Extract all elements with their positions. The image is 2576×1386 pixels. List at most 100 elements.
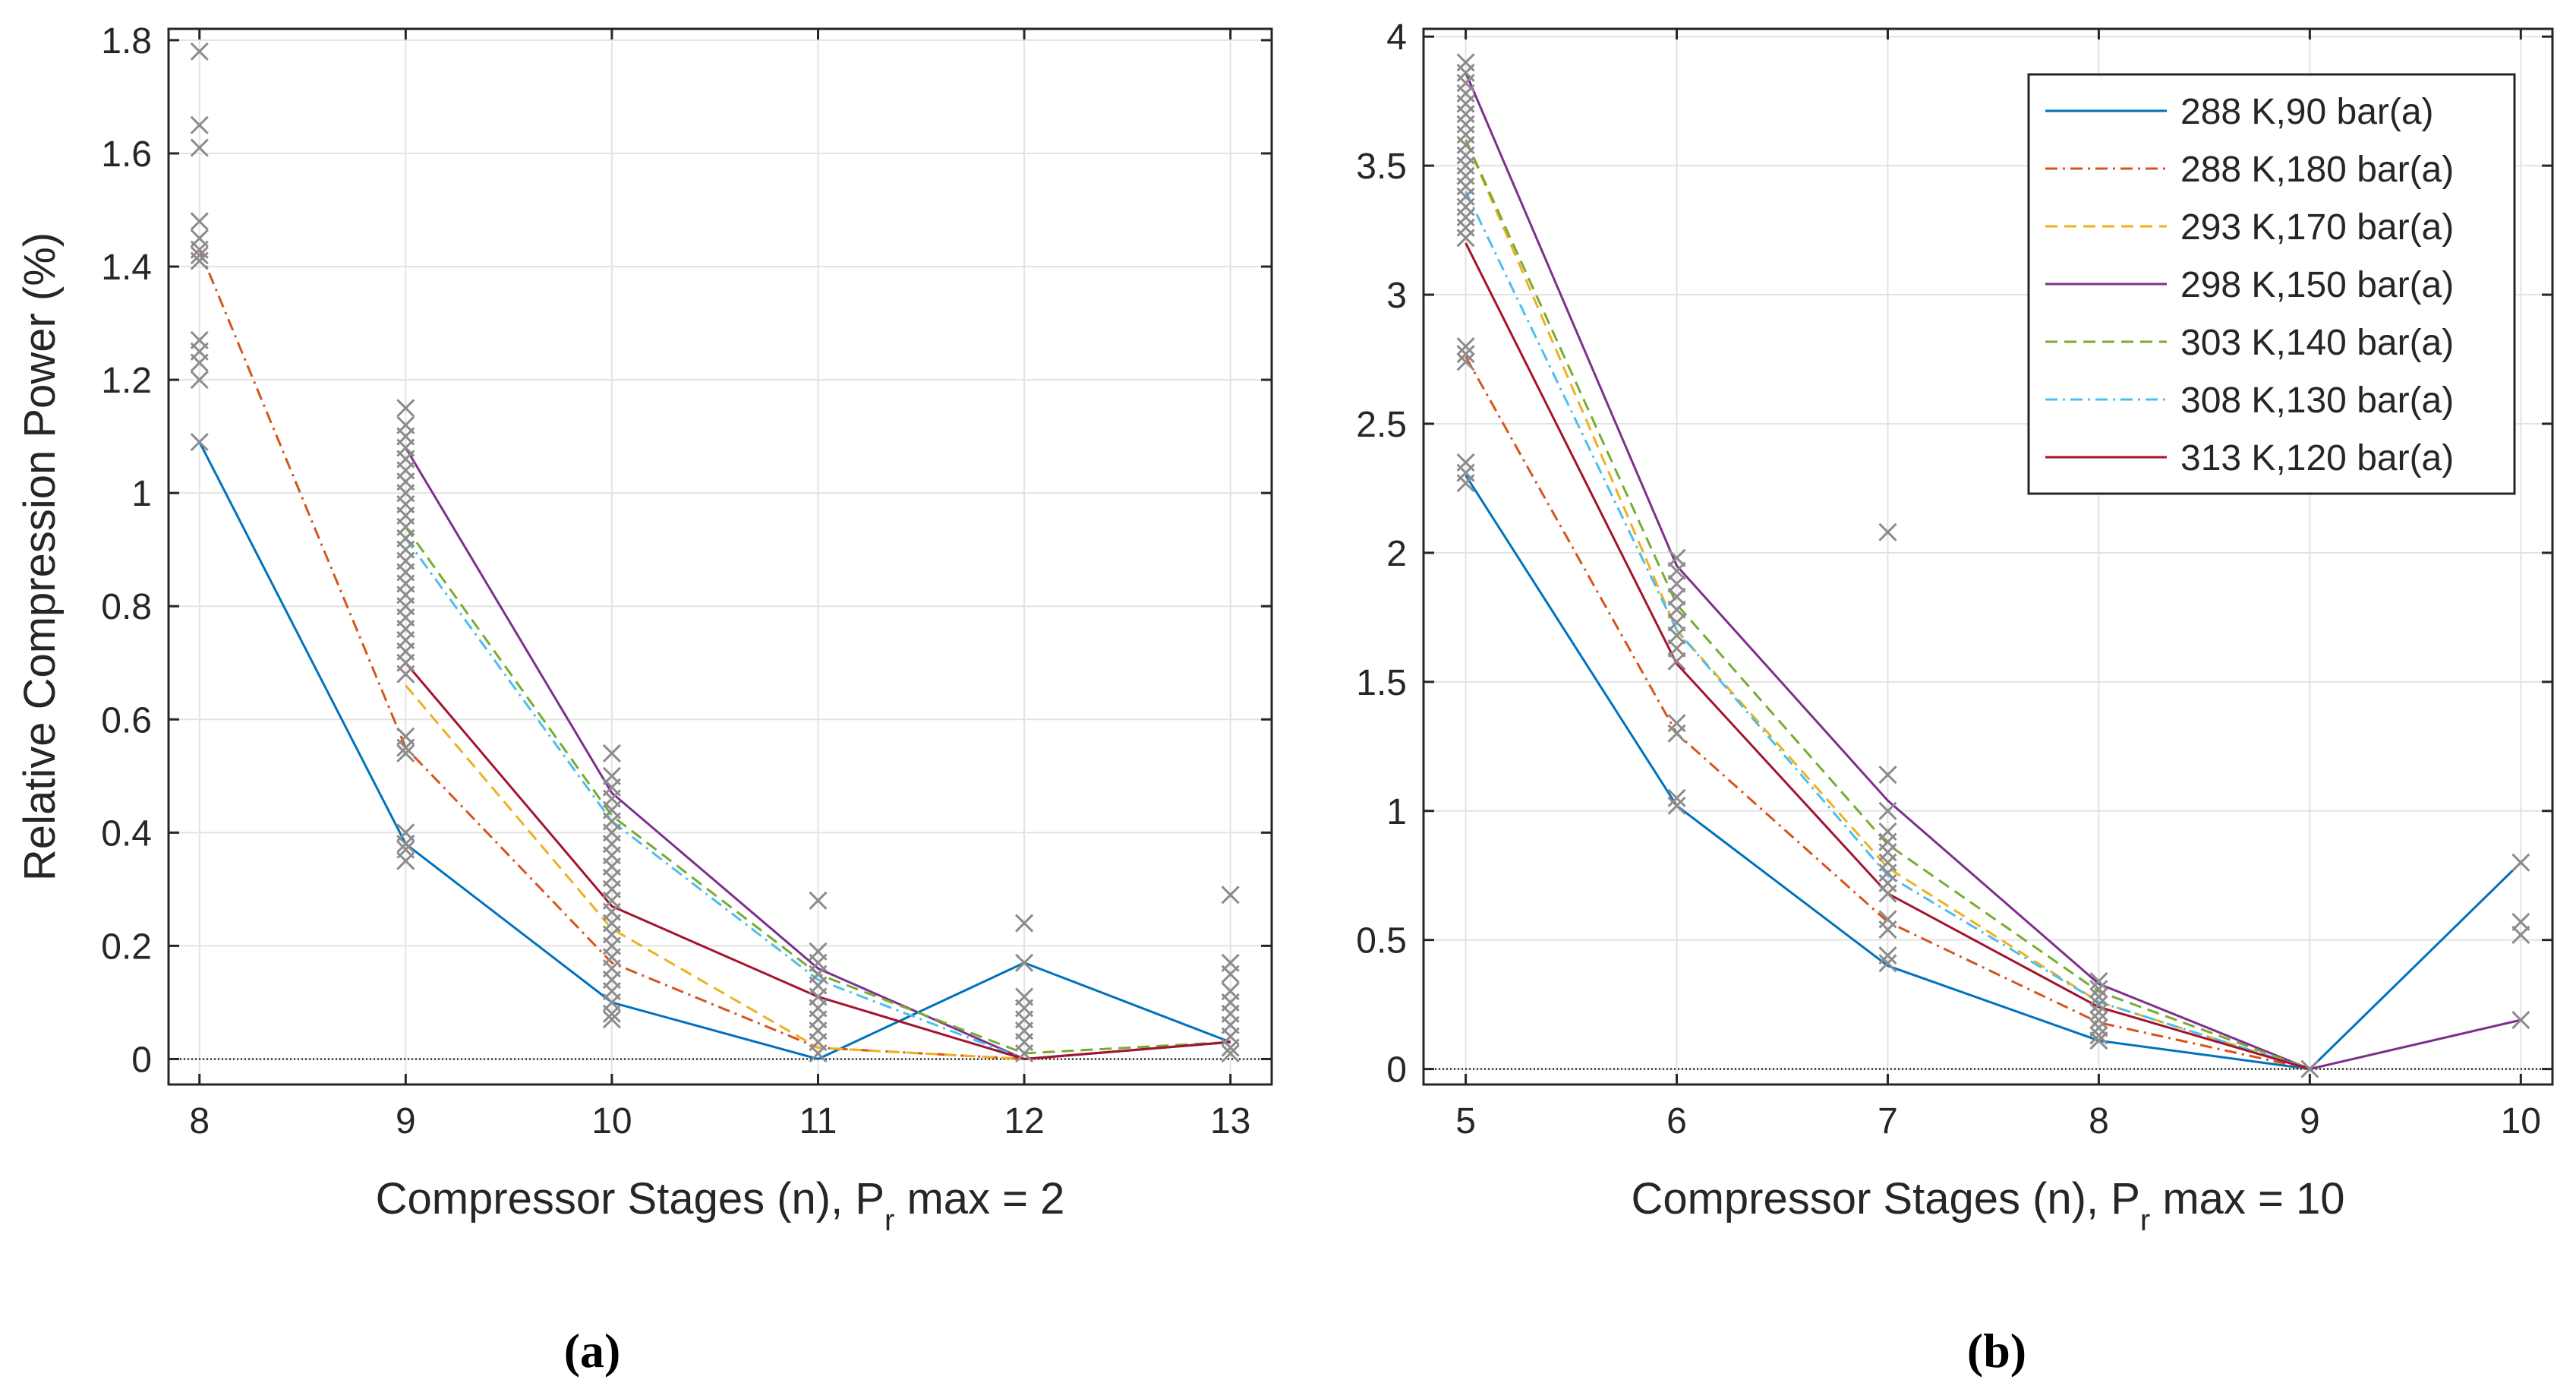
x-tick-label: 9 bbox=[396, 1101, 416, 1141]
y-tick-label: 0.8 bbox=[101, 587, 152, 627]
y-tick-label: 1.6 bbox=[101, 134, 152, 175]
data-marker bbox=[1015, 1043, 1034, 1063]
x-tick-label: 10 bbox=[591, 1101, 632, 1141]
x-tick-label: 12 bbox=[1004, 1101, 1044, 1141]
data-marker bbox=[2511, 912, 2530, 931]
x-axis-label-main: Compressor Stages (n), P bbox=[376, 1174, 884, 1223]
x-tick-label: 8 bbox=[189, 1101, 210, 1141]
x-tick-label: 9 bbox=[2300, 1101, 2320, 1141]
y-tick-label: 3.5 bbox=[1356, 147, 1407, 187]
x-tick-label: 6 bbox=[1666, 1101, 1687, 1141]
axes-box bbox=[1422, 27, 2554, 1086]
y-tick-label: 1.8 bbox=[101, 21, 152, 62]
data-marker bbox=[2511, 1010, 2530, 1030]
data-marker bbox=[1878, 954, 1897, 973]
y-tick-label: 1.5 bbox=[1356, 663, 1407, 703]
axes-box bbox=[167, 27, 1273, 1086]
legend-label-6: 308 K,130 bar(a) bbox=[2180, 380, 2454, 421]
data-marker bbox=[1456, 336, 1475, 356]
data-marker bbox=[1667, 626, 1686, 645]
x-tick-label: 10 bbox=[2501, 1101, 2541, 1141]
data-marker bbox=[2511, 853, 2530, 872]
chart-a: 8 9 10 11 12 13 0 0.2 0.4 0.6 0.8 1 1.2 1.4 1.6 1.8 Comp… bbox=[15, 21, 1273, 1378]
y-axis-label: Relative Compression Power (%) bbox=[15, 232, 65, 881]
data-marker bbox=[1878, 801, 1897, 820]
data-marker bbox=[396, 399, 415, 418]
y-tick-label: 0.5 bbox=[1356, 921, 1407, 961]
x-axis-label: Compressor Stages (n), Pr max = 10 bbox=[1631, 1174, 2344, 1237]
y-tick-label: 1.4 bbox=[101, 248, 152, 288]
x-axis-label-tail: max = 10 bbox=[2150, 1174, 2344, 1223]
x-tick-label: 7 bbox=[1878, 1101, 1898, 1141]
data-marker bbox=[1878, 766, 1897, 785]
data-marker bbox=[602, 1004, 621, 1023]
data-marker bbox=[2089, 1018, 2108, 1037]
legend-label-1: 288 K,90 bar(a) bbox=[2180, 92, 2434, 132]
data-marker bbox=[1456, 352, 1475, 371]
data-marker bbox=[2089, 987, 2108, 1006]
data-marker bbox=[602, 744, 621, 763]
data-marker bbox=[190, 246, 209, 265]
data-marker bbox=[396, 835, 415, 854]
data-marker bbox=[809, 891, 828, 910]
data-marker bbox=[1221, 965, 1240, 983]
data-marker bbox=[1667, 600, 1686, 619]
data-marker bbox=[2089, 1026, 2108, 1045]
panel-label-b: (b) bbox=[1967, 1324, 2026, 1378]
data-marker bbox=[1667, 587, 1686, 606]
legend: 288 K,90 bar(a) 288 K,180 bar(a) 293 K,170… bbox=[2027, 73, 2516, 495]
data-marker bbox=[190, 212, 209, 231]
x-axis-label-main: Compressor Stages (n), P bbox=[1631, 1174, 2139, 1223]
data-marker bbox=[190, 251, 209, 270]
x-tick-label: 13 bbox=[1210, 1101, 1250, 1141]
data-marker bbox=[1667, 613, 1686, 632]
data-marker bbox=[809, 1043, 828, 1063]
data-marker bbox=[1221, 1043, 1240, 1063]
data-marker bbox=[1015, 914, 1034, 933]
data-marker bbox=[1667, 574, 1686, 593]
data-marker bbox=[2089, 980, 2108, 999]
x-tick-label: 8 bbox=[2089, 1101, 2109, 1141]
data-marker bbox=[1456, 229, 1475, 248]
data-marker bbox=[396, 851, 415, 870]
y-tick-label: 0 bbox=[131, 1040, 152, 1080]
data-marker bbox=[2089, 1010, 2108, 1030]
y-tick-label: 0.2 bbox=[101, 927, 152, 967]
y-tick-label: 0 bbox=[1386, 1050, 1407, 1091]
series-line-6 bbox=[1465, 191, 2310, 1071]
y-tick-label: 4 bbox=[1386, 17, 1407, 58]
series-line-6 bbox=[405, 537, 1231, 1060]
data-marker bbox=[1878, 946, 1897, 965]
legend-label-2: 288 K,180 bar(a) bbox=[2180, 150, 2454, 190]
legend-label-3: 293 K,170 bar(a) bbox=[2180, 207, 2454, 248]
data-marker bbox=[190, 371, 209, 390]
data-marker bbox=[1221, 1038, 1240, 1057]
data-marker bbox=[190, 353, 209, 372]
data-marker bbox=[396, 744, 415, 763]
data-marker bbox=[1878, 920, 1897, 939]
x-axis-label-sub: r bbox=[2140, 1204, 2150, 1237]
data-marker bbox=[1667, 639, 1686, 658]
data-marker bbox=[1667, 796, 1686, 816]
y-tick-label: 2.5 bbox=[1356, 405, 1407, 445]
x-tick-label: 11 bbox=[799, 1101, 837, 1141]
data-marker bbox=[190, 138, 209, 157]
y-tick-label: 1.2 bbox=[101, 361, 152, 401]
data-marker bbox=[1667, 652, 1686, 671]
data-marker bbox=[2511, 925, 2530, 944]
y-tick-label: 2 bbox=[1386, 534, 1407, 574]
data-marker bbox=[190, 433, 209, 452]
legend-label-5: 303 K,140 bar(a) bbox=[2180, 323, 2454, 363]
chart-b: 5 6 7 8 9 10 0 0.5 1 1.5 2 2.5 3 3.5 4 Compressor Stage… bbox=[1356, 17, 2554, 1378]
legend-label-4: 298 K,150 bar(a) bbox=[2180, 265, 2454, 305]
series-line-4 bbox=[1465, 72, 2521, 1071]
data-marker bbox=[190, 115, 209, 134]
series-line-1 bbox=[1465, 475, 2522, 1071]
data-marker bbox=[190, 42, 209, 61]
data-marker bbox=[1878, 884, 1897, 903]
data-marker bbox=[2300, 1059, 2319, 1078]
data-marker bbox=[2089, 995, 2108, 1014]
y-tick-label: 1 bbox=[1386, 792, 1407, 832]
y-tick-label: 0.4 bbox=[101, 813, 152, 854]
data-marker bbox=[1878, 523, 1897, 541]
